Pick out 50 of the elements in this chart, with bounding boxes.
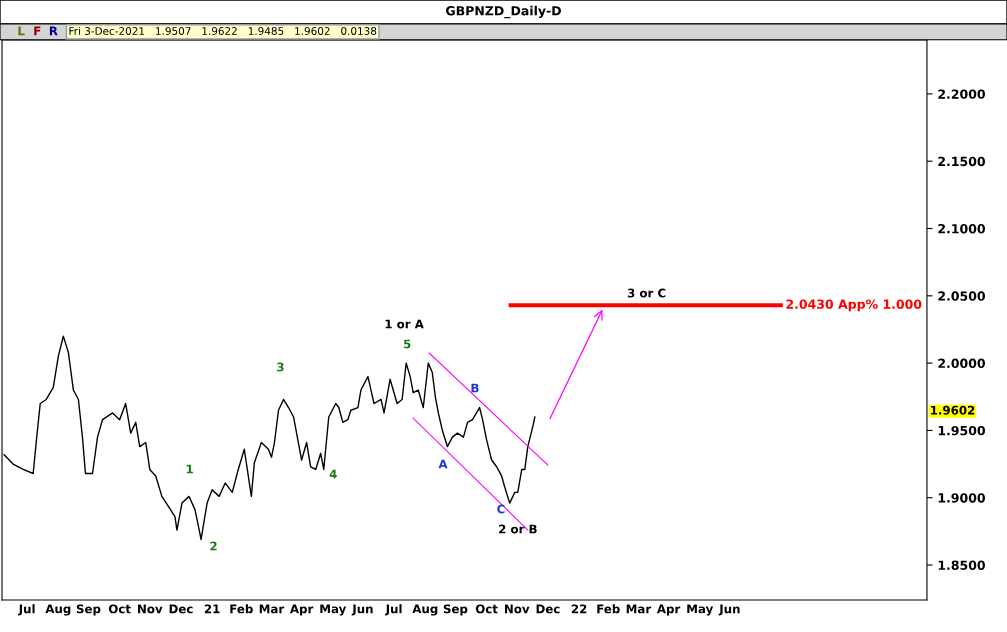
x-tick-label: Jul [385,604,402,616]
x-tick-label: Jun [718,604,740,616]
chart-subtitle: Fri 3-Dec-2021 1.9507 1.9622 1.9485 1.9602 0.0138 [69,26,377,35]
x-tick-label: 22 [571,604,587,614]
x-tick-label: Oct [108,604,131,614]
annotation: A [438,459,448,469]
x-tick-label: Oct [475,604,498,614]
y-tick-label: 2.0000 [938,358,985,369]
text: L [18,26,25,36]
x-tick-label: Feb [597,604,620,614]
chart-title: GBPNZD_Daily-D [446,5,561,19]
y-tick-label: 1.9000 [938,493,985,503]
y-tick-label: 1.8500 [938,560,985,570]
annotation: 1 or A [385,319,424,329]
x-tick-label: Nov [138,604,163,614]
x-tick-label: Sep [76,604,101,616]
text: F [34,26,41,36]
y-tick-label: 1.9500 [938,425,985,436]
x-tick-label: May [687,604,714,616]
text: R [49,26,58,36]
annotation: 2 or B [499,524,537,534]
annotation: 4 [329,469,337,479]
x-tick-label: Feb [230,604,253,614]
x-tick-label: Sep [443,604,468,616]
annotation: 3 [277,362,284,372]
y-tick-label: 2.2000 [938,89,985,99]
annotation: 2 [210,541,217,551]
annotation: 1 [186,464,193,474]
annotation: B [471,383,479,393]
x-tick-label: Aug [45,604,71,616]
x-tick-label: 21 [204,604,220,614]
annotation: 5 [403,339,411,349]
ref-line-label: 2.0430 App% 1.000 [786,299,922,312]
x-tick-label: Apr [656,604,681,616]
x-tick-label: Jul [18,604,35,616]
x-tick-label: Nov [505,604,530,614]
x-tick-label: Apr [289,604,314,616]
x-tick-label: Jun [351,604,373,616]
y-tick-label: 2.1500 [938,156,985,167]
y-tick-label: 2.0500 [938,291,985,301]
x-tick-label: Mar [259,604,285,614]
x-tick-label: Aug [412,604,438,616]
text: 1.9602 [931,405,975,415]
annotation: 3 or C [627,288,666,298]
x-tick-label: Mar [626,604,652,614]
x-tick-label: May [320,604,347,616]
x-tick-label: Dec [169,604,193,614]
annotation: C [497,504,505,514]
y-tick-label: 2.1000 [938,223,985,234]
x-tick-label: Dec [536,604,560,614]
